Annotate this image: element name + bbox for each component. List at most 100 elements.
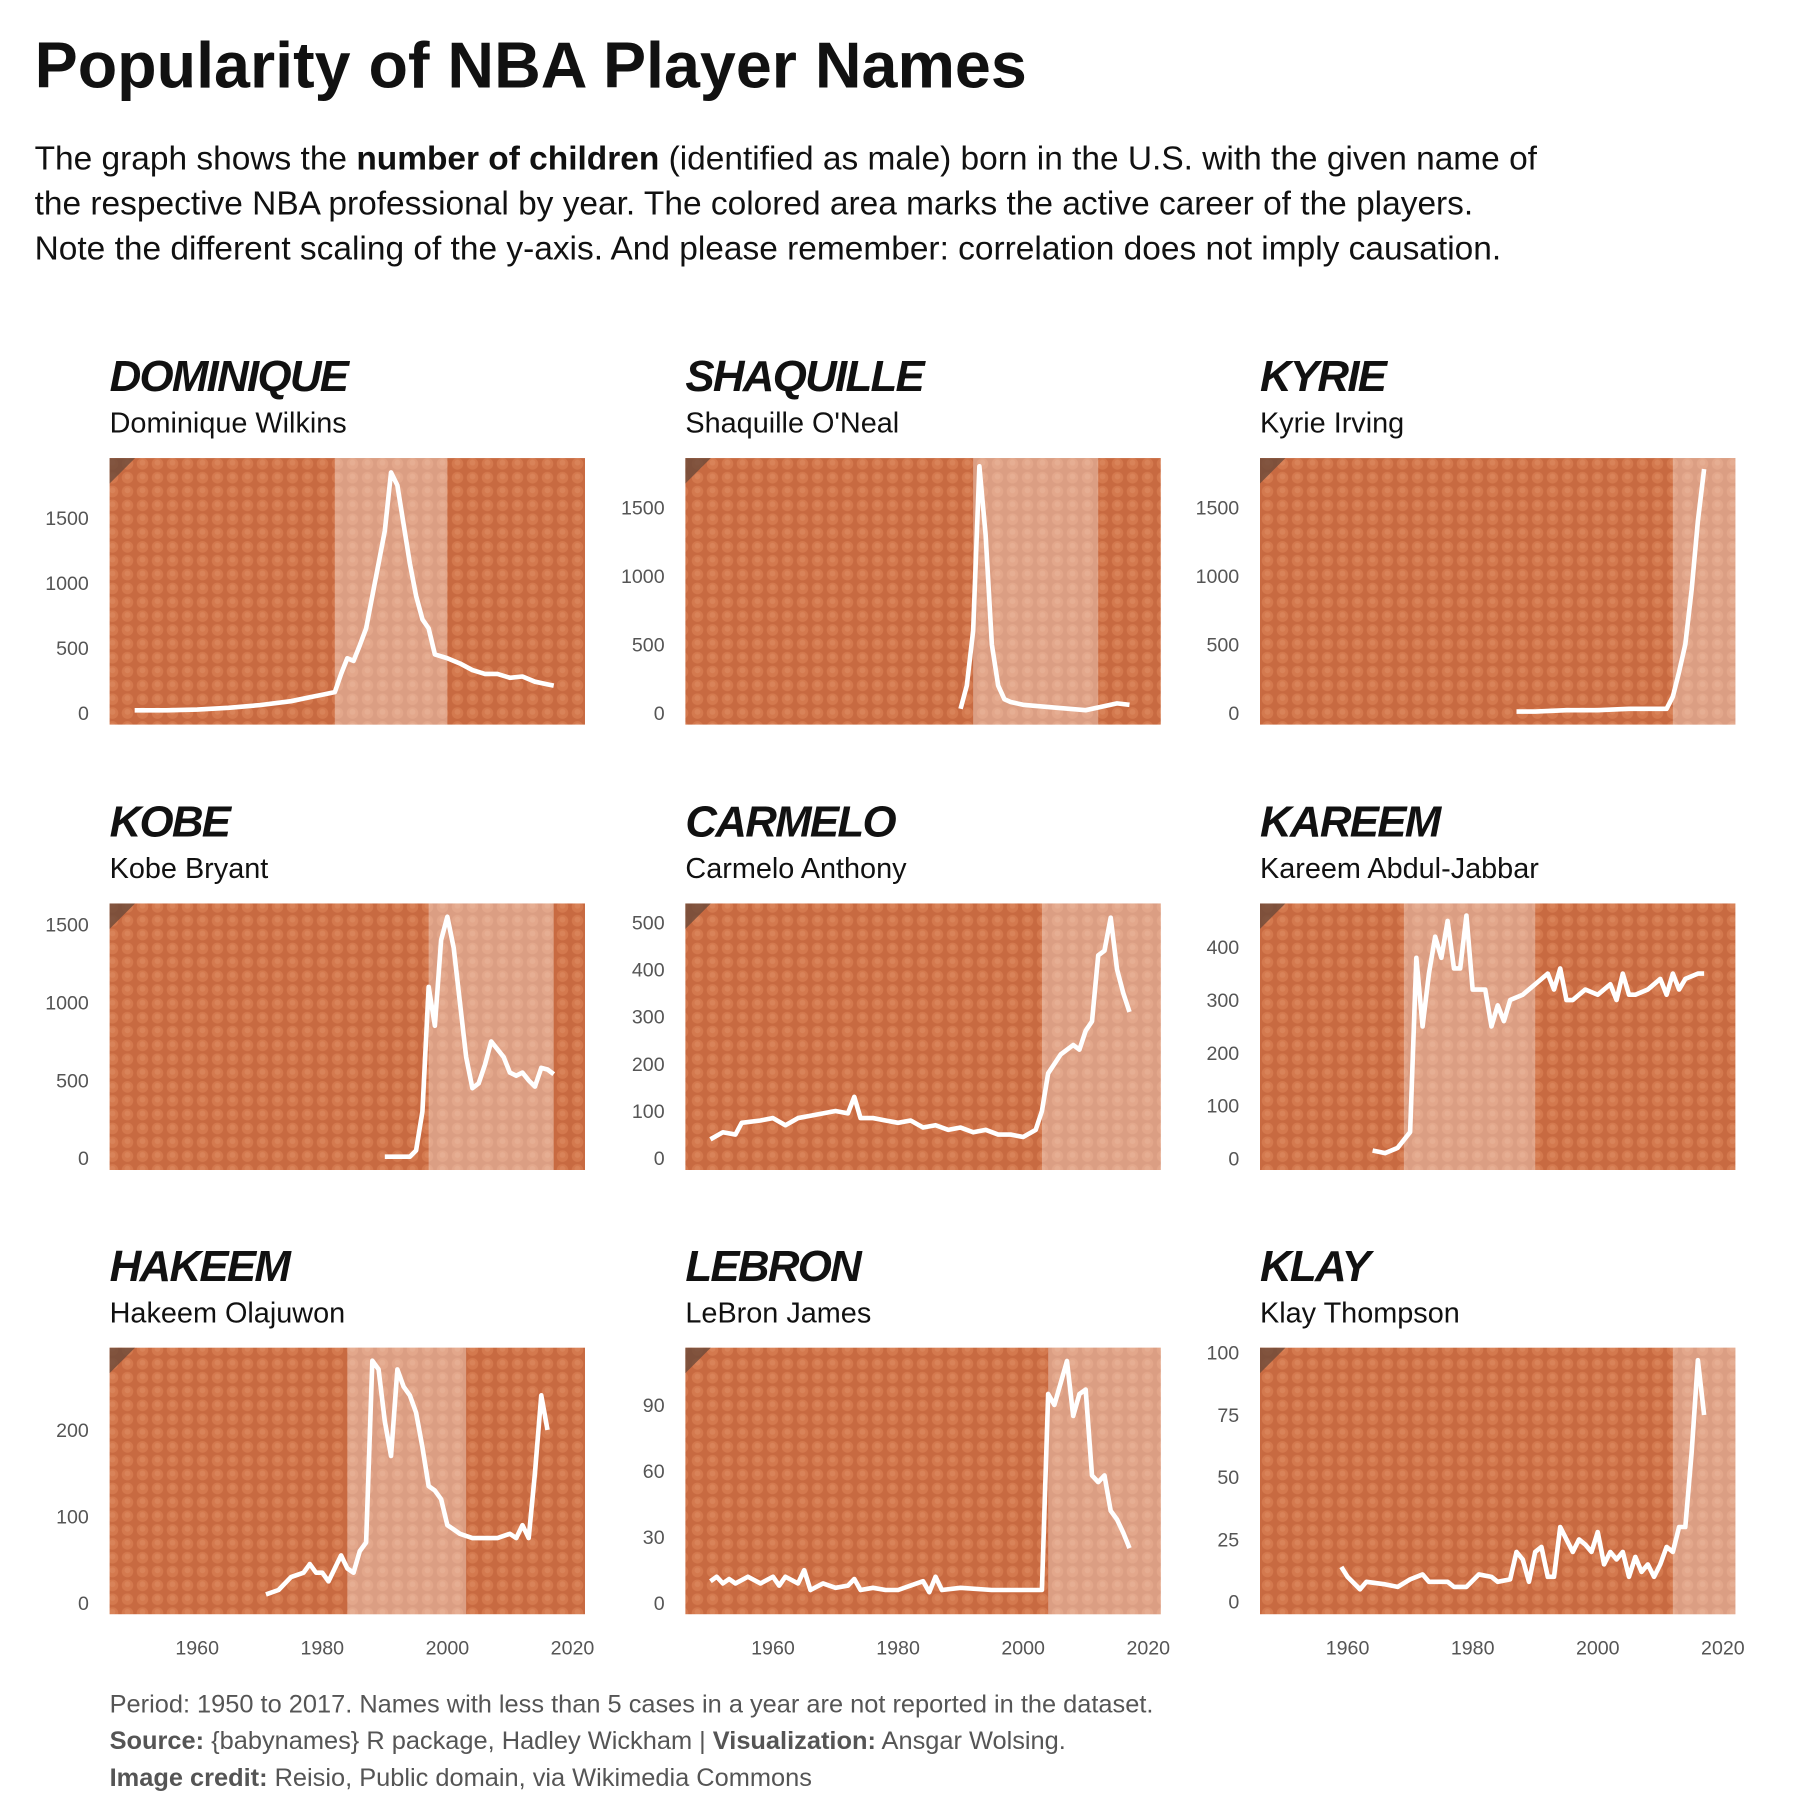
y-tick-label: 500: [632, 912, 665, 934]
y-tick-label: 0: [1228, 1592, 1239, 1614]
y-tick-label: 90: [643, 1395, 665, 1417]
description-text: The graph shows the: [35, 141, 357, 178]
footer-label: Source:: [110, 1727, 204, 1755]
y-tick-label: 1500: [45, 508, 89, 530]
panel-title: CARMELO: [685, 798, 896, 847]
panel-subtitle: LeBron James: [685, 1297, 871, 1329]
x-tick-label: 1980: [876, 1638, 920, 1660]
line: [958, 463, 1130, 713]
line: [265, 1358, 550, 1597]
panel-corner: [685, 1347, 711, 1374]
panel-corner: [1260, 1347, 1286, 1374]
panel: KYRIE Kyrie Irving 0 500 1000 1500: [1196, 352, 1736, 725]
panel-subtitle: Kobe Bryant: [110, 853, 269, 885]
y-tick-label: 1500: [621, 497, 665, 519]
footer-line: Period: 1950 to 2017. Names with less th…: [110, 1690, 1154, 1718]
panel-background: [685, 458, 1161, 725]
panel-title: KOBE: [110, 798, 233, 847]
line: [1372, 913, 1705, 1156]
y-tick-label: 0: [654, 1593, 665, 1615]
career-area: [1041, 903, 1161, 1170]
y-tick-label: 1500: [45, 914, 89, 936]
line: [1516, 468, 1707, 714]
y-tick-label: 1500: [1196, 497, 1240, 519]
x-tick-label: 1960: [751, 1638, 795, 1660]
panel-subtitle: Dominique Wilkins: [110, 408, 347, 440]
panel-subtitle: Kyrie Irving: [1260, 408, 1404, 440]
y-tick-label: 0: [78, 1593, 89, 1615]
panel-title: KYRIE: [1260, 352, 1389, 401]
x-tick-label: 2020: [551, 1638, 595, 1660]
y-tick-label: 0: [654, 703, 665, 725]
panel-corner: [685, 903, 711, 929]
career-area: [428, 903, 554, 1170]
x-tick-label: 2000: [426, 1638, 470, 1660]
y-tick-label: 1000: [45, 573, 89, 595]
panel-corner: [109, 903, 135, 929]
description-line: Note the different scaling of the y-axis…: [35, 231, 1502, 268]
x-tick-label: 2020: [1126, 1638, 1170, 1660]
panel-subtitle: Klay Thompson: [1260, 1297, 1460, 1329]
panel-subtitle: Shaquille O'Neal: [685, 408, 899, 440]
y-tick-label: 100: [1207, 1343, 1240, 1365]
panel-background: [109, 458, 585, 725]
footer-text: {babynames} R package, Hadley Wickham |: [204, 1727, 713, 1755]
footer-text: Period: 1950 to 2017. Names with less th…: [110, 1690, 1154, 1718]
panel: DOMINIQUE Dominique Wilkins 0 500 1000 1500: [45, 352, 585, 725]
panel-title: KAREEM: [1260, 798, 1443, 847]
y-tick-label: 25: [1217, 1529, 1239, 1551]
x-tick-label: 1980: [300, 1638, 344, 1660]
y-tick-label: 100: [56, 1506, 89, 1528]
panel-subtitle: Carmelo Anthony: [685, 853, 907, 885]
panel-title: SHAQUILLE: [685, 352, 926, 401]
x-tick-label: 1960: [175, 1638, 219, 1660]
panel: LEBRON LeBron James 0 30 60 90 1960 1980 2000 202…: [643, 1242, 1170, 1660]
panel: HAKEEM Hakeem Olajuwon 0 100 200 1960 1980 2000…: [56, 1242, 594, 1660]
footer-text: Ansgar Wolsing.: [876, 1727, 1066, 1755]
y-tick-label: 400: [1207, 937, 1240, 959]
x-tick-label: 2000: [1576, 1638, 1620, 1660]
panel-title: KLAY: [1260, 1242, 1375, 1291]
line: [1339, 1357, 1707, 1592]
page-title: Popularity of NBA Player Names: [35, 30, 1027, 102]
footer-text: Reisio, Public domain, via Wikimedia Com…: [268, 1764, 812, 1792]
y-tick-label: 300: [1207, 990, 1240, 1012]
y-tick-label: 0: [78, 1148, 89, 1170]
career-area: [1672, 458, 1736, 725]
x-tick-label: 1980: [1451, 1638, 1495, 1660]
y-tick-label: 200: [56, 1420, 89, 1442]
y-tick-label: 500: [56, 638, 89, 660]
x-tick-label: 2020: [1701, 1638, 1745, 1660]
career-area: [334, 458, 448, 725]
panel: KAREEM Kareem Abdul-Jabbar 0 100 200 300 400: [1207, 798, 1736, 1170]
panel-background: [1260, 903, 1736, 1170]
footer-label: Image credit:: [110, 1764, 268, 1792]
y-tick-label: 500: [632, 634, 665, 656]
line: [709, 915, 1132, 1142]
panel-background: [1260, 458, 1736, 725]
y-tick-label: 200: [1207, 1043, 1240, 1065]
footer-line: Image credit: Reisio, Public domain, via…: [110, 1764, 812, 1792]
line: [384, 914, 556, 1160]
panel: SHAQUILLE Shaquille O'Neal 0 500 1000 1500: [621, 352, 1161, 725]
career-area: [973, 458, 1099, 725]
panel-subtitle: Hakeem Olajuwon: [110, 1297, 346, 1329]
y-tick-label: 30: [643, 1527, 665, 1549]
panel: KOBE Kobe Bryant 0 500 1000 1500: [45, 798, 585, 1170]
y-tick-label: 300: [632, 1007, 665, 1029]
panel-title: LEBRON: [685, 1242, 863, 1291]
panel: KLAY Klay Thompson 0 25 50 75 100 1960 1980 2000 2…: [1207, 1242, 1745, 1660]
panel-subtitle: Kareem Abdul-Jabbar: [1260, 853, 1539, 885]
line: [709, 1358, 1132, 1595]
line: [134, 470, 555, 713]
y-tick-label: 0: [654, 1148, 665, 1170]
y-tick-label: 500: [56, 1070, 89, 1092]
y-tick-label: 0: [1228, 1148, 1239, 1170]
y-tick-label: 500: [1207, 634, 1240, 656]
x-tick-label: 2000: [1001, 1638, 1045, 1660]
footer-line: Source: {babynames} R package, Hadley Wi…: [110, 1727, 1066, 1755]
panel-background: [109, 903, 585, 1170]
panel: CARMELO Carmelo Anthony 0 100 200 300 400 500: [632, 798, 1161, 1170]
y-tick-label: 75: [1217, 1405, 1239, 1427]
